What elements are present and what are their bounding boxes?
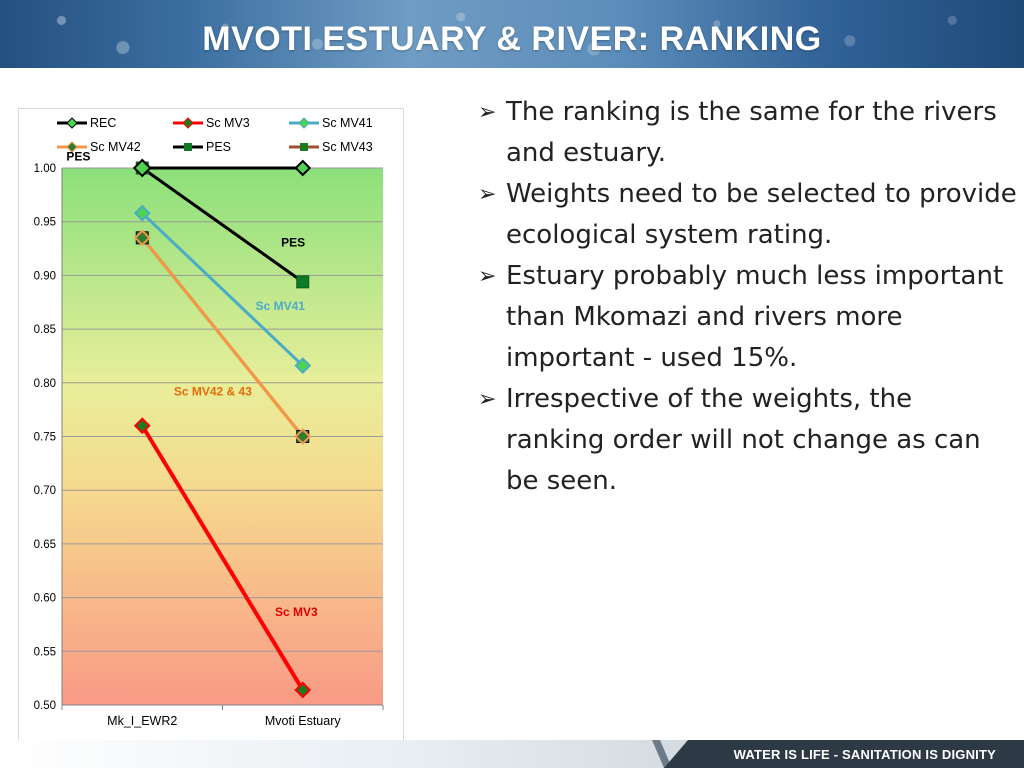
data-point-pes bbox=[296, 275, 310, 289]
arrow-bullet-icon: ➢ bbox=[478, 100, 497, 125]
chart-annotation: Sc MV3 bbox=[275, 605, 318, 619]
data-point-sc-mv42 bbox=[133, 229, 151, 247]
y-tick-label: 0.50 bbox=[34, 700, 56, 712]
slide-footer: WATER IS LIFE - SANITATION IS DIGNITY bbox=[0, 740, 1024, 768]
slide-title: MVOTI ESTUARY & RIVER: RANKING bbox=[202, 20, 822, 58]
arrow-bullet-icon: ➢ bbox=[478, 182, 497, 207]
data-point-rec bbox=[132, 158, 152, 178]
legend-swatch-marker bbox=[66, 141, 78, 153]
series-line-sc-mv42 bbox=[141, 236, 304, 438]
legend-swatch-marker bbox=[184, 143, 192, 151]
data-point-rec bbox=[294, 159, 312, 177]
series-line-sc-mv3 bbox=[140, 424, 305, 692]
footer-tagline: WATER IS LIFE - SANITATION IS DIGNITY bbox=[733, 747, 996, 762]
series-line-sc-mv41 bbox=[141, 212, 304, 367]
legend-swatch-marker bbox=[182, 117, 194, 129]
chart-annotation: Sc MV41 bbox=[256, 299, 306, 313]
x-tick-label: Mk_I_EWR2 bbox=[107, 714, 177, 728]
bullet-text: The ranking is the same for the rivers a… bbox=[506, 97, 997, 168]
legend-label: Sc MV3 bbox=[206, 116, 250, 130]
data-point-sc-mv3 bbox=[133, 417, 151, 435]
y-tick-label: 0.85 bbox=[34, 324, 56, 336]
slide-header: MVOTI ESTUARY & RIVER: RANKING bbox=[0, 0, 1024, 68]
legend-swatch-marker bbox=[300, 143, 308, 151]
bullet-item: ➢ Weights need to be selected to provide … bbox=[478, 174, 1018, 256]
y-tick-label: 1.00 bbox=[34, 163, 56, 175]
bullet-item: ➢ Estuary probably much less important th… bbox=[478, 256, 1018, 379]
bullet-text: Irrespective of the weights, the ranking… bbox=[506, 384, 981, 496]
y-tick-label: 0.60 bbox=[34, 593, 56, 605]
legend-label: Sc MV41 bbox=[322, 116, 373, 130]
series-line-pes bbox=[141, 166, 304, 284]
chart-svg: 0.50 0.55 0.60 0.65 0.70 0.75 0.80 0.85 0.90 0.95… bbox=[34, 116, 384, 728]
bullet-item: ➢ The ranking is the same for the rivers … bbox=[478, 92, 1018, 174]
y-tick-label: 0.55 bbox=[34, 646, 56, 658]
chart-annotation: PES bbox=[281, 235, 305, 249]
chart-annotation: Sc MV42 & 43 bbox=[174, 385, 252, 399]
legend-label: REC bbox=[90, 116, 116, 130]
legend-label: PES bbox=[206, 140, 231, 154]
y-tick-label: 0.80 bbox=[34, 378, 56, 390]
bullet-item: ➢ Irrespective of the weights, the rankin… bbox=[478, 379, 1018, 502]
arrow-bullet-icon: ➢ bbox=[478, 264, 497, 289]
y-tick-label: 0.70 bbox=[34, 485, 56, 497]
data-point-sc-mv42 bbox=[294, 428, 312, 445]
y-tick-label: 0.75 bbox=[34, 432, 56, 444]
bullet-text: Estuary probably much less important tha… bbox=[506, 261, 1004, 373]
data-point-sc-mv41 bbox=[294, 357, 312, 375]
legend-swatch-marker bbox=[298, 117, 310, 129]
y-tick-label: 0.95 bbox=[34, 217, 56, 229]
legend-label: Sc MV42 bbox=[90, 140, 141, 154]
bullet-text: Weights need to be selected to provide e… bbox=[506, 179, 1017, 250]
y-tick-label: 0.65 bbox=[34, 539, 56, 551]
bullet-list: ➢ The ranking is the same for the rivers … bbox=[478, 92, 1018, 502]
data-point-sc-mv3 bbox=[294, 681, 312, 699]
legend-swatch-marker bbox=[66, 117, 78, 129]
y-tick-label: 0.90 bbox=[34, 270, 56, 282]
footer-dark-band bbox=[664, 740, 1024, 768]
data-point-sc-mv41 bbox=[133, 204, 151, 222]
x-tick-label: Mvoti Estuary bbox=[265, 714, 341, 728]
chart-annotation: PES bbox=[66, 149, 90, 163]
legend-label: Sc MV43 bbox=[322, 140, 373, 154]
arrow-bullet-icon: ➢ bbox=[478, 387, 497, 412]
ranking-chart: 0.50 0.55 0.60 0.65 0.70 0.75 0.80 0.85 0.90 0.95… bbox=[18, 108, 404, 746]
water-drops-background bbox=[0, 0, 1024, 68]
